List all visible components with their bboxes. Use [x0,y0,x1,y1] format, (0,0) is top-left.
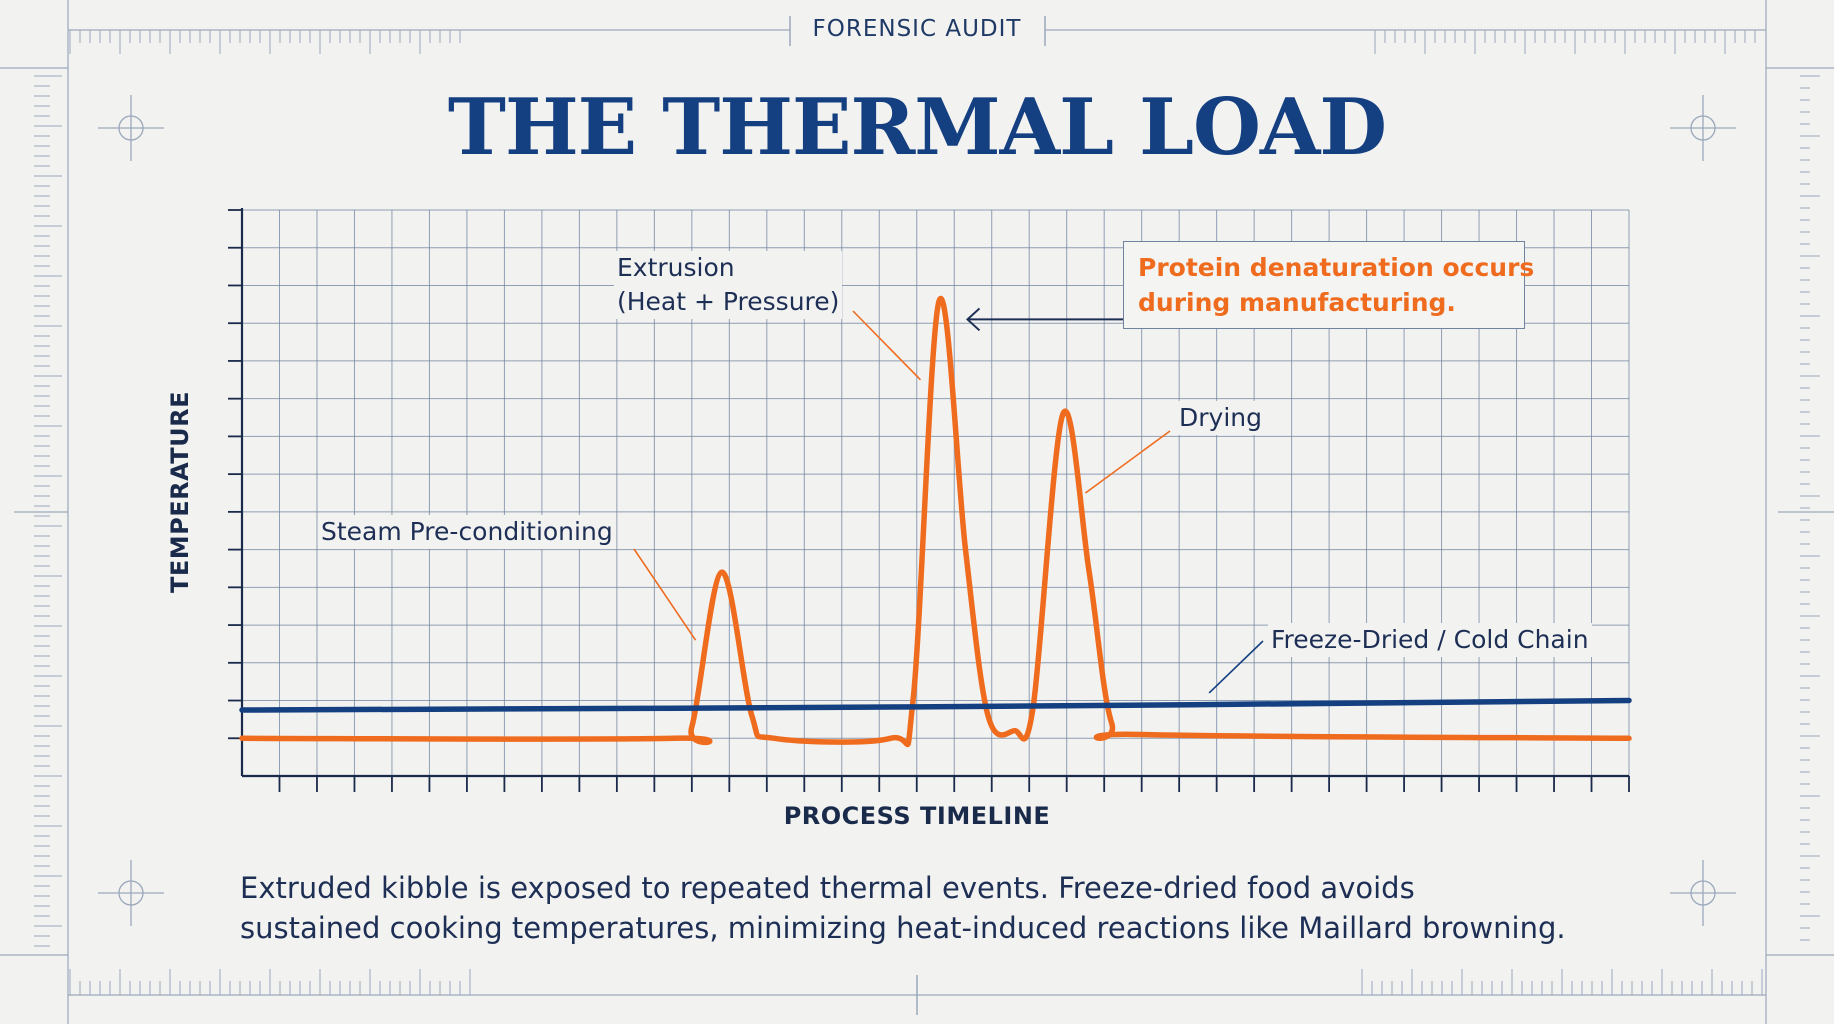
annotation-freeze-dried: Freeze-Dried / Cold Chain [1268,623,1592,657]
annotation-extrusion: Extrusion (Heat + Pressure) [614,251,843,319]
crosshair-icon [98,860,164,926]
annotation-leader [1208,640,1264,694]
page-title: THE THERMAL LOAD [447,82,1387,173]
annotation-extrusion-line1: Extrusion [617,253,735,282]
crosshair-icon [1670,95,1736,161]
crosshair-icon [1670,860,1736,926]
y-axis-label: TEMPERATURE [166,390,194,594]
denaturation-callout: Protein denaturation occurs during manuf… [1123,241,1535,329]
caption-line1: Extruded kibble is exposed to repeated t… [240,871,1415,905]
arrow-left-icon [966,307,981,332]
x-axis-label: PROCESS TIMELINE [783,802,1051,830]
annotation-leader [1084,430,1171,494]
callout-line1: Protein denaturation occurs [1138,253,1535,282]
caption: Extruded kibble is exposed to repeated t… [240,868,1660,948]
eyebrow-label: FORENSIC AUDIT [812,16,1022,42]
caption-line2: sustained cooking temperatures, minimizi… [240,911,1566,945]
callout-line2: during manufacturing. [1138,288,1456,317]
crosshair-icon [98,95,164,161]
annotation-leader [633,548,697,641]
annotation-drying: Drying [1176,401,1265,435]
series-line-freeze-dried [239,697,1632,713]
annotation-steam: Steam Pre-conditioning [318,515,616,549]
series-line-kibble [239,295,1632,748]
annotation-leader [852,310,922,381]
annotation-extrusion-line2: (Heat + Pressure) [617,287,840,316]
